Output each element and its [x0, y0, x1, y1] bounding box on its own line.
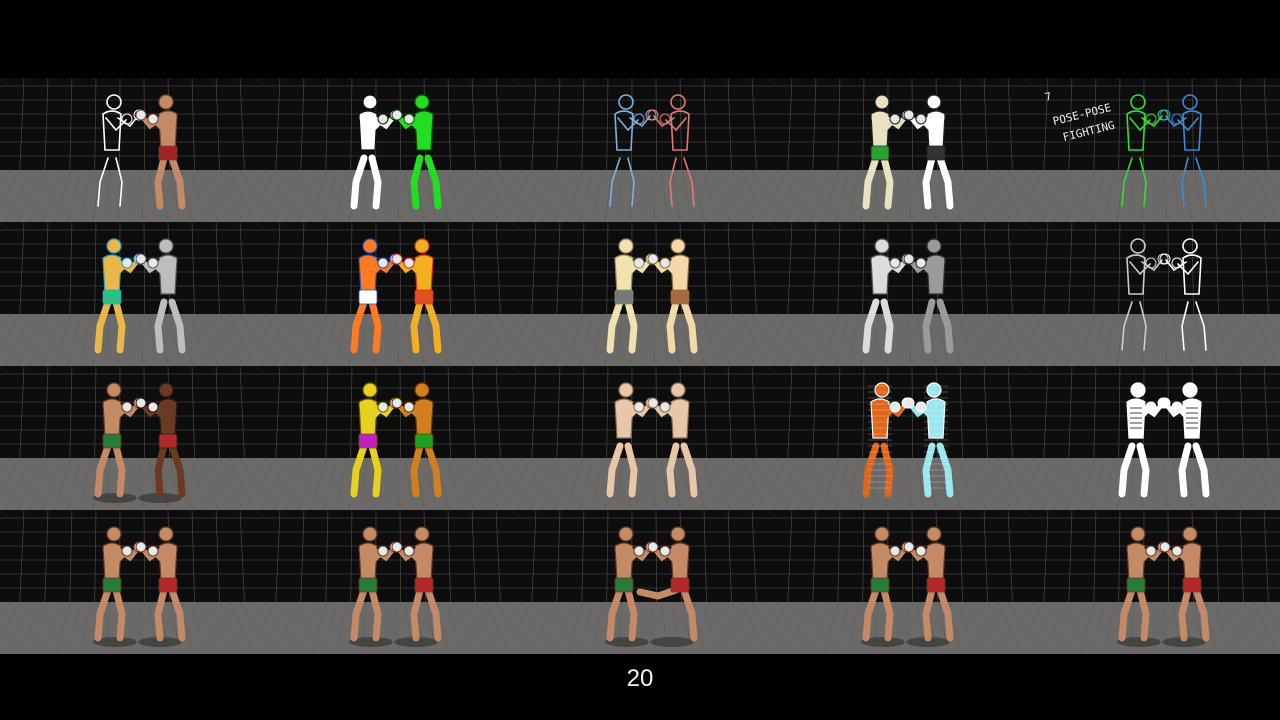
fighter-scene: [1024, 510, 1280, 654]
fighter-left: [94, 526, 145, 642]
fighter-tile: [768, 222, 1024, 366]
fighter-left: [350, 382, 401, 498]
fighter-tile: [512, 366, 768, 510]
fighter-tile: [512, 78, 768, 222]
fighter-left: [97, 94, 145, 207]
fighter-right: [903, 94, 954, 210]
fighter-left: [862, 526, 913, 642]
fighter-scene: [512, 366, 768, 510]
fighter-tile: [1024, 366, 1280, 510]
fighter-right: [135, 94, 186, 210]
fighter-right: [1159, 526, 1210, 642]
fighter-right: [1159, 382, 1210, 498]
fighter-scene: [512, 510, 768, 654]
fighter-scene: [256, 78, 512, 222]
fighter-tile: [0, 510, 256, 654]
fighter-scene: [256, 366, 512, 510]
fighter-tile: [512, 222, 768, 366]
fighter-right: [647, 94, 695, 207]
fighter-right: [135, 382, 186, 498]
fighter-right: [903, 526, 954, 642]
fighter-tile: [256, 510, 512, 654]
fighter-scene: [0, 510, 256, 654]
fighter-right: [1159, 238, 1207, 351]
fighter-scene: [0, 78, 256, 222]
fighter-scene: [768, 510, 1024, 654]
fighter-scene: [1024, 366, 1280, 510]
fighter-tile: [768, 366, 1024, 510]
fighter-tile: [768, 78, 1024, 222]
fighter-left: [606, 238, 657, 354]
fighter-scene: [512, 78, 768, 222]
fighter-right: [391, 238, 442, 354]
fighter-tile: [256, 78, 512, 222]
fighter-left: [606, 382, 657, 498]
fighter-scene: [0, 222, 256, 366]
fighter-tile: [256, 366, 512, 510]
fighter-right: [135, 526, 186, 642]
fighter-left: [1118, 526, 1169, 642]
fighter-right: [903, 382, 954, 498]
fighter-style-grid: [0, 78, 1280, 654]
fighter-left: [94, 382, 145, 498]
fighter-right: [903, 238, 954, 354]
fighter-tile: [0, 78, 256, 222]
fighter-right: [647, 382, 698, 498]
fighter-tile: [1024, 78, 1280, 222]
fighter-scene: [256, 222, 512, 366]
fighter-tile: [1024, 510, 1280, 654]
fighter-right: [647, 238, 698, 354]
fighter-tile: [256, 222, 512, 366]
fighter-tile: [512, 510, 768, 654]
fighter-tile: [0, 222, 256, 366]
fighter-scene: [768, 366, 1024, 510]
fighter-tile: [1024, 222, 1280, 366]
fighter-right: [636, 526, 698, 642]
slide-page-number: 20: [626, 665, 654, 692]
fighter-right: [391, 382, 442, 498]
fighter-scene: [256, 510, 512, 654]
fighter-scene: [1024, 222, 1280, 366]
fighter-scene: [0, 366, 256, 510]
fighter-right: [135, 238, 186, 354]
fighter-scene: [512, 222, 768, 366]
fighter-tile: [768, 510, 1024, 654]
fighter-scene: [768, 78, 1024, 222]
fighter-left: [350, 238, 401, 354]
fighter-right: [391, 94, 442, 210]
fighter-right: [1159, 94, 1207, 207]
fighter-left: [862, 238, 913, 354]
fighter-right: [391, 526, 442, 642]
fighter-scene: [768, 222, 1024, 366]
fighter-scene: [1024, 78, 1280, 222]
fighter-tile: [0, 366, 256, 510]
